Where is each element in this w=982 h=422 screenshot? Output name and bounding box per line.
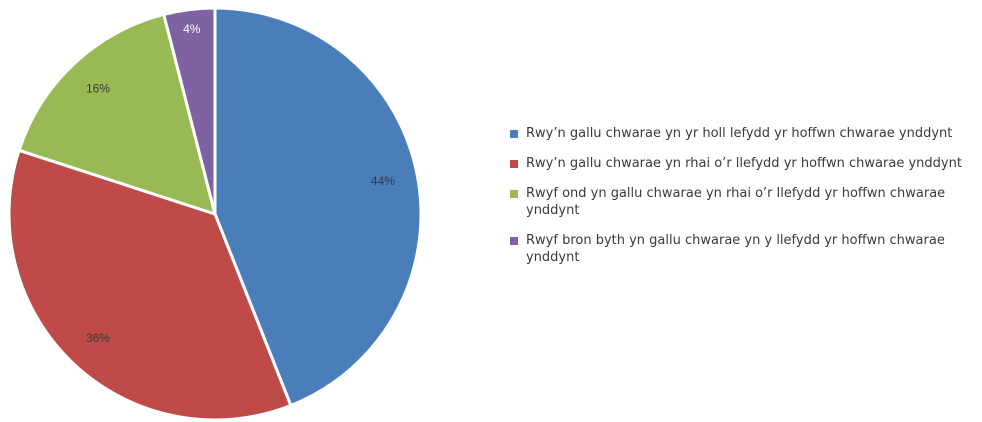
data-label-2: 36% bbox=[86, 331, 110, 345]
pie-slice-1 bbox=[213, 6, 423, 408]
pie-slice-2 bbox=[7, 148, 293, 422]
pie-slices bbox=[7, 6, 423, 422]
legend-entry-4: Rwyf bron byth yn gallu chwarae yn y lle… bbox=[510, 232, 972, 266]
legend-entry-1: Rwy’n gallu chwarae yn yr holl lefydd yr… bbox=[510, 125, 972, 142]
legend-swatch-icon bbox=[510, 160, 518, 168]
data-label-1: 44% bbox=[371, 174, 395, 188]
legend-label: Rwy’n gallu chwarae yn rhai o’r llefydd … bbox=[526, 156, 962, 171]
legend-swatch-icon bbox=[510, 237, 518, 245]
legend-label: Rwyf bron byth yn gallu chwarae yn y lle… bbox=[526, 233, 945, 265]
legend-label: Rwy’n gallu chwarae yn yr holl lefydd yr… bbox=[526, 126, 953, 141]
legend-entry-2: Rwy’n gallu chwarae yn rhai o’r llefydd … bbox=[510, 155, 972, 172]
legend-label: Rwyf ond yn gallu chwarae yn rhai o’r ll… bbox=[526, 186, 946, 218]
chart-legend: Rwy’n gallu chwarae yn yr holl lefydd yr… bbox=[510, 125, 972, 279]
data-label-3: 16% bbox=[86, 82, 110, 96]
legend-swatch-icon bbox=[510, 190, 518, 198]
pie-slice-4 bbox=[162, 6, 217, 216]
data-label-4: 4% bbox=[183, 22, 201, 36]
pie-slice-3 bbox=[17, 12, 217, 216]
legend-swatch-icon bbox=[510, 130, 518, 138]
pie-data-labels: 44% 36% 16% 4% bbox=[86, 22, 395, 345]
legend-entry-3: Rwyf ond yn gallu chwarae yn rhai o’r ll… bbox=[510, 185, 972, 219]
